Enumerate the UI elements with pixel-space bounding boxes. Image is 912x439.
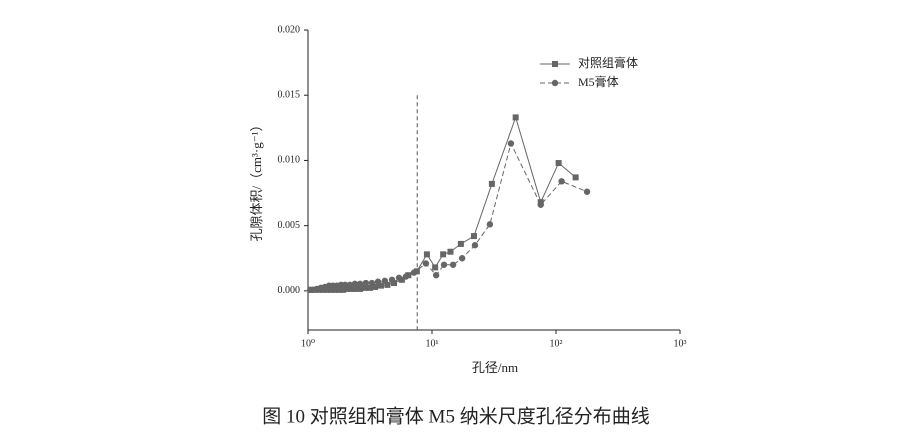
data-point	[470, 233, 477, 240]
data-point	[391, 280, 398, 287]
legend-label: M5膏体	[578, 74, 619, 89]
data-point	[366, 284, 373, 291]
data-point	[336, 286, 343, 293]
data-point	[537, 201, 544, 208]
data-point	[384, 281, 391, 288]
data-point	[555, 160, 562, 167]
data-point	[361, 284, 368, 291]
x-axis-title: 孔径/nm	[472, 360, 518, 375]
data-point	[395, 274, 403, 282]
y-tick-label: 0.005	[278, 220, 301, 231]
data-point	[351, 280, 359, 288]
data-point	[488, 180, 495, 187]
legend-marker	[552, 61, 558, 67]
series-line	[310, 142, 588, 291]
data-point	[341, 281, 349, 289]
data-point	[449, 261, 457, 268]
data-point	[583, 188, 591, 195]
y-tick-label: 0.010	[278, 155, 301, 166]
data-point	[410, 269, 418, 276]
data-point	[507, 140, 515, 147]
data-point	[327, 286, 334, 293]
x-tick-label: 10¹	[426, 338, 439, 349]
caption: 图 10 对照组和膏体 M5 纳米尺度孔径分布曲线	[262, 404, 649, 427]
data-point	[432, 264, 439, 271]
data-point	[458, 255, 466, 262]
data-point	[572, 174, 579, 181]
data-point	[340, 286, 347, 293]
data-point	[378, 282, 385, 289]
data-point	[323, 286, 330, 293]
data-point	[422, 260, 430, 267]
data-point	[351, 285, 358, 292]
data-point	[486, 221, 494, 228]
legend-label: 对照组膏体	[578, 55, 638, 70]
y-tick-label: 0.020	[278, 24, 301, 35]
data-point	[398, 276, 405, 283]
data-point	[558, 178, 565, 185]
data-point	[362, 279, 370, 287]
y-axis-title: 孔隙体积/（cm³·g⁻¹）	[249, 119, 264, 242]
data-point	[423, 251, 430, 258]
data-point	[368, 279, 376, 287]
data-point	[388, 276, 396, 283]
x-tick-label: 10²	[550, 338, 563, 349]
legend-marker	[551, 79, 559, 87]
data-point	[372, 283, 379, 290]
data-point	[471, 242, 479, 249]
data-point	[440, 251, 447, 258]
data-point	[447, 248, 454, 255]
data-point	[381, 277, 389, 285]
x-tick-label: 10³	[674, 338, 687, 349]
data-point	[343, 285, 350, 292]
data-point	[357, 285, 364, 292]
data-point	[356, 280, 364, 288]
x-tick-label: 10⁰	[301, 338, 315, 349]
data-point	[331, 286, 338, 293]
y-tick-label: 0.000	[278, 285, 301, 296]
data-point	[346, 281, 354, 289]
data-point	[347, 285, 354, 292]
data-point	[374, 278, 382, 285]
data-point	[402, 273, 410, 280]
data-point	[512, 114, 519, 121]
y-tick-label: 0.015	[278, 90, 301, 101]
data-point	[440, 261, 448, 268]
data-point	[457, 240, 464, 247]
data-point	[432, 272, 440, 279]
